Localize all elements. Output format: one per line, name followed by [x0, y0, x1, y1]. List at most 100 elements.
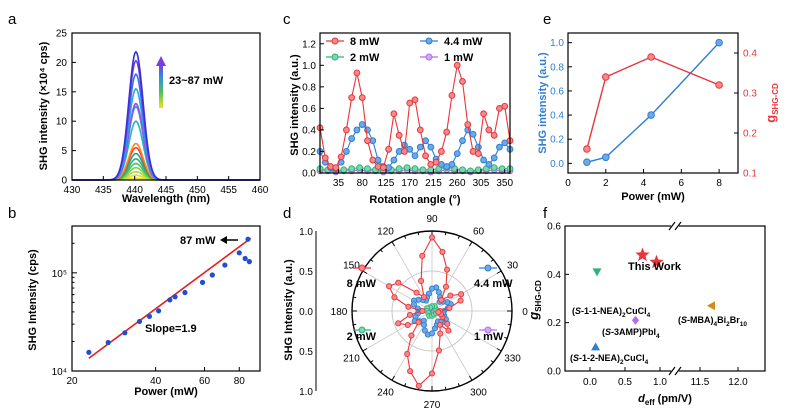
d-angle-tick [353, 323, 357, 326]
d-angle-tick [444, 386, 447, 390]
c-data-point [416, 143, 424, 151]
a-xtick-label: 435 [95, 185, 112, 196]
d-angle-tick [469, 241, 473, 247]
a-xlabel: Wavelength (nm) [122, 193, 211, 205]
d-data-point [395, 279, 402, 286]
d-data-point [395, 320, 402, 327]
f-xtick-label: 11.5 [691, 377, 710, 388]
e-data-point-left [583, 158, 591, 166]
c-ylabel: SHG intensity (a.u.) [289, 54, 301, 156]
c-ytick-label: 1.0 [302, 61, 316, 72]
c-data-point [395, 131, 403, 139]
a-spectrum-curve-10 [72, 105, 260, 181]
c-data-point [474, 150, 482, 158]
c-legend-label: 4.4 mW [444, 36, 483, 48]
d-angle-tick [362, 348, 368, 352]
a-spectrum-curve-9 [72, 120, 260, 181]
c-data-point [427, 143, 435, 151]
f-label-amp: (S-3AMP)PbI4 [602, 327, 660, 340]
b-data-point [199, 279, 206, 285]
a-ytick-label: 25 [56, 29, 68, 40]
panel-d: 0 30 60 90 120 150 180 210 240 270 300 330 0.0 0.5 0.5… [283, 214, 528, 411]
c-data-point [474, 143, 482, 151]
d-data-point [406, 311, 413, 318]
c-data-point [453, 150, 461, 158]
panel-b: 20 40 60 80 10⁴ 10⁵ Power (mW) SHG Intensity … [27, 225, 261, 398]
b-ylabel: SHG Intensity (cps) [27, 249, 39, 351]
c-ticks: 35 80 125 170 215 260 305 350 0.0 0.2 0.4 0.6 0.8 1.0… [302, 39, 513, 189]
b-points [86, 236, 252, 355]
c-data-point [474, 166, 482, 174]
d-angle-label: 0 [522, 307, 528, 318]
panel-label-e: e [543, 11, 551, 28]
b-xtick-label: 40 [150, 376, 162, 387]
f-point-marker [706, 301, 715, 311]
d-angle-tick [444, 232, 447, 236]
b-plot-frame [71, 225, 261, 372]
a-xtick-label: 455 [220, 185, 237, 196]
f-label-mba: (S-MBA)4Bi2Br10 [678, 315, 747, 328]
f-label-this-work: This Work [628, 261, 682, 273]
c-data-point [358, 94, 366, 102]
d-data-point [420, 294, 428, 301]
d-series-key-marker [484, 264, 492, 272]
c-data-point [437, 148, 445, 155]
c-data-point [390, 110, 398, 118]
b-xtick-label: 80 [234, 376, 246, 387]
a-annotation: 23~87 mW [169, 75, 224, 87]
b-data-point [209, 272, 215, 278]
e-data-point-right [601, 73, 610, 81]
c-legend-marker [331, 53, 339, 61]
c-xtick-label: 35 [333, 178, 345, 189]
b-ytick-label: 10⁵ [52, 269, 67, 280]
d-angle-label: 30 [507, 261, 519, 272]
d-angle-tick [490, 360, 494, 363]
panel-f: 0.0 0.5 1.0 11.5 12.00.00.20.40.6 This Work … [526, 221, 766, 407]
d-angle-tick [404, 383, 407, 387]
f-ticks: 0.0 0.5 1.0 11.5 12.0 0.0 0.2 0.4 0.6 [547, 222, 748, 389]
e-series-line-left [586, 42, 720, 163]
c-data-point [348, 94, 356, 102]
c-legend: 8 mW 4.4 mW 2 mW 1 mW [326, 36, 483, 64]
b-data-point [136, 318, 143, 325]
b-annotation-arrow-head [220, 236, 227, 244]
c-xtick-label: 125 [378, 178, 395, 189]
d-angle-tick [391, 241, 395, 247]
d-radial-label-upper: 1.0 [299, 227, 313, 238]
d-data-point [404, 321, 411, 329]
c-legend-label: 1 mW [444, 52, 474, 64]
d-ylabel: SHG Intensity (a.u.) [283, 259, 295, 361]
c-data-point [403, 164, 411, 172]
c-data-point [496, 143, 503, 151]
c-xtick-label: 350 [496, 178, 513, 189]
a-spectrum-curve-12 [72, 87, 260, 181]
a-ticks: 430 435 440 445 450 455 460 0 5 10 15 20 25 [56, 29, 269, 197]
c-data-point [353, 126, 361, 134]
d-angle-label: 90 [426, 214, 438, 225]
a-xtick-label: 450 [189, 185, 206, 196]
d-data-point [447, 292, 454, 299]
d-data-point [446, 304, 453, 311]
e-xtick-label: 4 [641, 178, 647, 189]
b-data-point [156, 308, 162, 314]
a-spectrum-curve-7 [72, 146, 260, 181]
c-xtick-label: 170 [401, 178, 418, 189]
d-data-point [458, 291, 465, 298]
e-ytick-left-label: 0.4 [550, 111, 564, 122]
d-data-point [404, 350, 411, 358]
d-data-point [421, 327, 428, 334]
e-xtick-label: 6 [679, 178, 685, 189]
d-angle-tick [457, 383, 460, 387]
a-xtick-label: 445 [158, 185, 175, 196]
d-series-label: 4.4 mW [474, 278, 513, 290]
f-point-marker [592, 268, 602, 277]
d-grid [351, 230, 513, 392]
c-xlabel: Rotation angle (°) [369, 194, 461, 206]
c-data-point [401, 148, 408, 155]
c-data-point [406, 99, 414, 107]
d-angle-label: 240 [377, 388, 394, 399]
f-xtick-label: 0.0 [583, 377, 597, 388]
c-series [316, 61, 514, 176]
d-series [385, 234, 465, 389]
